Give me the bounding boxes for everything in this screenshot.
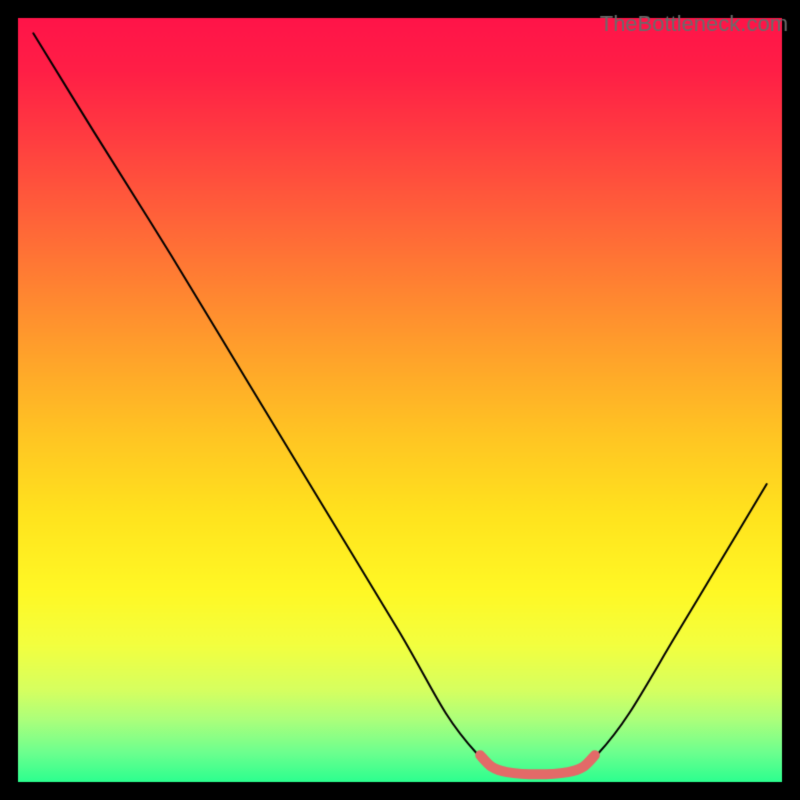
bottleneck-chart bbox=[0, 0, 800, 800]
